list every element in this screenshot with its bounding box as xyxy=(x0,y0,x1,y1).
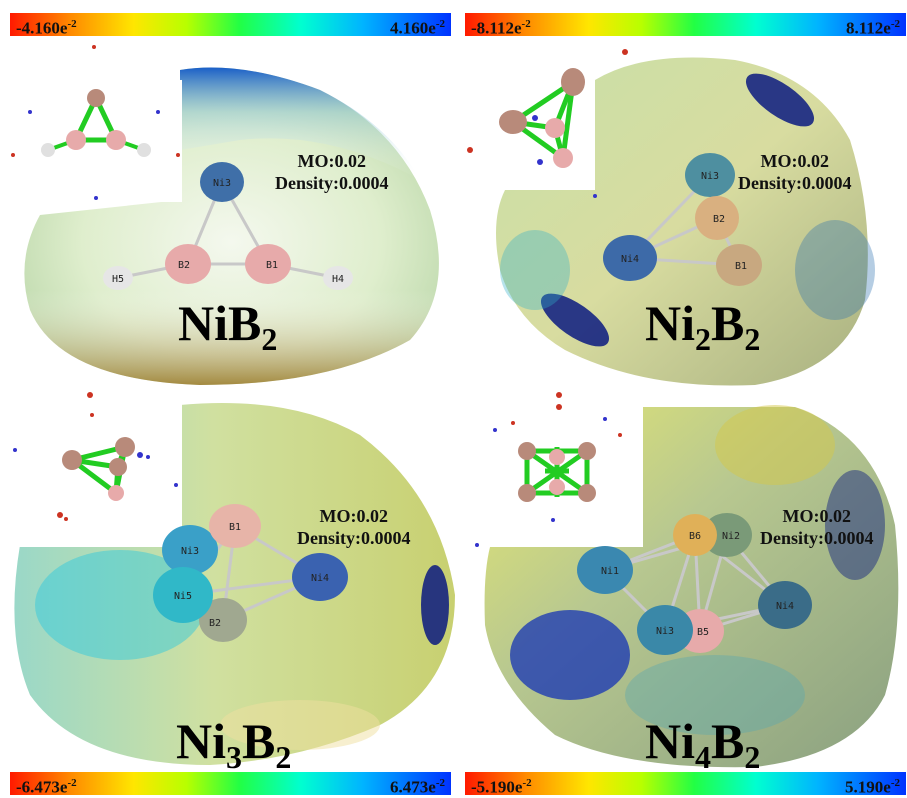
atom-label: Ni4 xyxy=(621,254,639,265)
atom-label: B1 xyxy=(735,261,747,272)
atom-label: Ni5 xyxy=(174,591,192,602)
colorbar-ni4b2: -5.190e-2 5.190e-2 xyxy=(465,772,906,797)
atom-label: B2 xyxy=(713,214,725,225)
inset-structure xyxy=(467,49,628,198)
atom-ni3 xyxy=(685,153,735,197)
atom-ni4 xyxy=(758,581,812,629)
atom-label: Ni1 xyxy=(601,566,619,577)
colorbar-ni2b2: -8.112e-2 8.112e-2 xyxy=(465,13,906,38)
atom-label: B2 xyxy=(209,618,221,629)
atom-label: Ni4 xyxy=(311,573,329,584)
atom-b1 xyxy=(209,504,261,548)
atom-b6 xyxy=(673,514,717,556)
atom-b1 xyxy=(245,244,291,284)
atom-label: H5 xyxy=(112,274,124,285)
colorbar-nib2: -4.160e-2 4.160e-2 xyxy=(10,13,451,38)
atom-ni3 xyxy=(162,525,218,575)
inset-structure xyxy=(11,45,180,200)
atom-label: B5 xyxy=(697,627,709,638)
panel-ni3b2: B1 Ni3 Ni5 Ni4 B2 MO:0.02 Density:0.000 xyxy=(0,392,455,775)
mo-density-label: MO:0.02 Density:0.0004 xyxy=(760,506,874,548)
mo-density-label: MO:0.02 Density:0.0004 xyxy=(275,151,389,193)
mo-density-label: MO:0.02 Density:0.0004 xyxy=(297,506,411,548)
atom-ni3 xyxy=(200,162,244,202)
atom-b1 xyxy=(716,244,762,286)
formula-ni2b2: Ni2B2 xyxy=(645,295,761,357)
atom-ni3 xyxy=(637,605,693,655)
atom-ni4 xyxy=(292,553,348,601)
atom-ni4 xyxy=(603,235,657,281)
surface-ni4b2: B6 Ni2 Ni1 Ni4 Ni3 B5 xyxy=(455,392,899,768)
atom-b2 xyxy=(695,196,739,240)
atom-label: H4 xyxy=(332,274,344,285)
atom-h5 xyxy=(103,266,133,290)
atom-label: B1 xyxy=(266,260,278,271)
atom-label: Ni4 xyxy=(776,601,794,612)
atom-label: Ni2 xyxy=(722,531,740,542)
atom-ni5 xyxy=(153,567,213,623)
inset-structure xyxy=(13,392,178,521)
atom-label: Ni3 xyxy=(701,171,719,182)
atom-label: Ni3 xyxy=(213,178,231,189)
panel-ni4b2: B6 Ni2 Ni1 Ni4 Ni3 B5 MO:0. xyxy=(455,392,907,775)
surface-ni2b2: Ni3 B2 Ni4 B1 xyxy=(455,40,875,386)
panel-nib2: Ni3 B2 B1 H5 H4 MO:0.02 Density:0.0004 Ni… xyxy=(0,40,453,390)
surface-nib2: Ni3 B2 B1 H5 H4 xyxy=(0,45,439,385)
atom-ni2 xyxy=(702,513,752,557)
formula-ni4b2: Ni4B2 xyxy=(645,713,761,775)
atom-label: B1 xyxy=(229,522,241,533)
atom-b2 xyxy=(199,598,247,642)
mo-density-label: MO:0.02 Density:0.0004 xyxy=(738,151,852,193)
colorbar-ni3b2: -6.473e-2 6.473e-2 xyxy=(10,772,451,797)
atom-label: B2 xyxy=(178,260,190,271)
formula-ni3b2: Ni3B2 xyxy=(176,713,292,775)
surface-ni3b2: B1 Ni3 Ni5 Ni4 B2 xyxy=(0,392,455,765)
panel-ni2b2: Ni3 B2 Ni4 B1 MO:0.02 Density:0.0004 Ni2B… xyxy=(455,40,907,390)
inset-structure xyxy=(475,392,622,547)
atom-label: B6 xyxy=(689,531,701,542)
formula-nib2: NiB2 xyxy=(178,295,278,357)
atom-h4 xyxy=(323,266,353,290)
atom-label: Ni3 xyxy=(181,546,199,557)
atom-label: Ni3 xyxy=(656,626,674,637)
atom-b2 xyxy=(165,244,211,284)
atom-ni1 xyxy=(577,546,633,594)
